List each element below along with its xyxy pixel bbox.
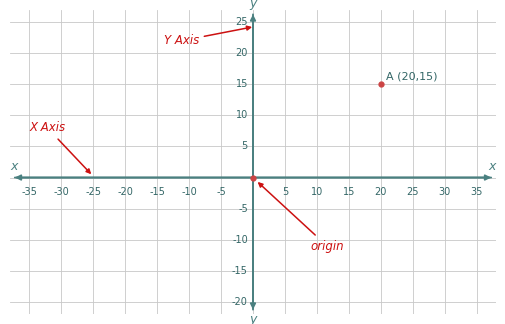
Text: 10: 10 <box>235 110 247 121</box>
Text: -5: -5 <box>238 203 247 214</box>
Text: x: x <box>11 160 18 173</box>
Text: 15: 15 <box>235 79 247 89</box>
Text: 15: 15 <box>342 187 355 197</box>
Text: -35: -35 <box>21 187 37 197</box>
Text: 20: 20 <box>374 187 386 197</box>
Text: 5: 5 <box>241 142 247 151</box>
Text: -10: -10 <box>181 187 196 197</box>
Text: y: y <box>249 0 256 10</box>
Text: A (20,15): A (20,15) <box>385 72 437 82</box>
Text: x: x <box>487 160 494 173</box>
Text: -15: -15 <box>149 187 165 197</box>
Text: y: y <box>249 313 256 324</box>
Text: origin: origin <box>259 183 343 253</box>
Text: 20: 20 <box>235 48 247 58</box>
Text: -20: -20 <box>117 187 133 197</box>
Text: 30: 30 <box>438 187 450 197</box>
Text: -10: -10 <box>232 235 247 245</box>
Text: 25: 25 <box>406 187 418 197</box>
Text: -25: -25 <box>85 187 101 197</box>
Text: -20: -20 <box>232 297 247 307</box>
Text: -5: -5 <box>216 187 225 197</box>
Text: Y Axis: Y Axis <box>163 26 250 47</box>
Text: 5: 5 <box>281 187 287 197</box>
Text: -30: -30 <box>53 187 69 197</box>
Text: 35: 35 <box>470 187 482 197</box>
Text: 10: 10 <box>310 187 322 197</box>
Text: 25: 25 <box>235 17 247 27</box>
Text: X Axis: X Axis <box>29 121 90 173</box>
Text: -15: -15 <box>232 266 247 276</box>
